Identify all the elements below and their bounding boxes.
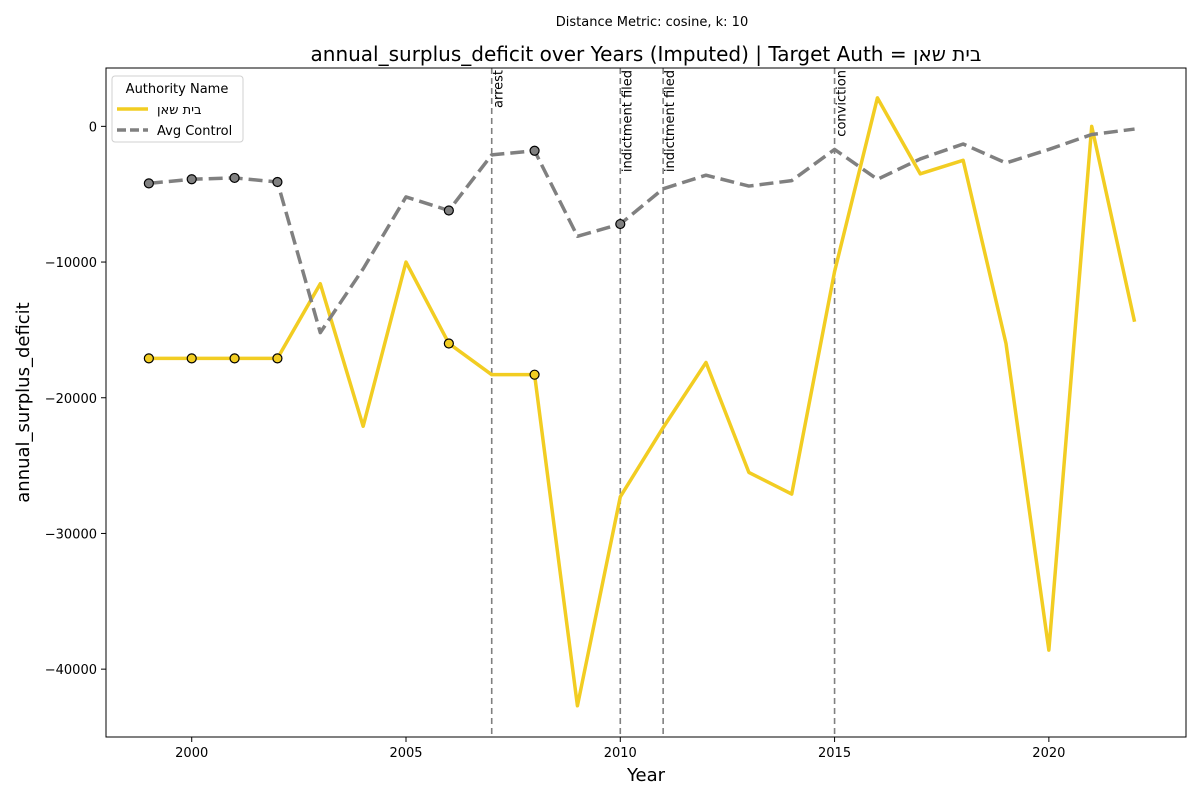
chart-title: annual_surplus_deficit over Years (Imput… bbox=[311, 42, 982, 66]
imputed-point bbox=[186, 353, 197, 364]
legend-title: Authority Name bbox=[126, 82, 229, 97]
imputed-point bbox=[272, 176, 283, 188]
event-label: conviction bbox=[835, 70, 850, 137]
axes-frame bbox=[105, 67, 1187, 738]
legend: Authority Name בית שאן Avg Control bbox=[111, 75, 244, 143]
chart-suptitle: Distance Metric: cosine, k: 10 bbox=[556, 15, 748, 30]
event-label: indictment filed bbox=[663, 70, 678, 172]
imputed-point bbox=[229, 353, 240, 364]
x-tick-label: 2015 bbox=[818, 746, 851, 761]
x-tick-label: 2005 bbox=[389, 746, 422, 761]
legend-entry: Avg Control bbox=[157, 124, 232, 139]
imputed-point bbox=[229, 172, 240, 184]
imputed-point bbox=[443, 338, 454, 349]
imputed-point bbox=[186, 174, 197, 185]
x-axis-label: Year bbox=[626, 765, 666, 786]
series-line-control bbox=[148, 127, 1135, 335]
x-tick-label: 2010 bbox=[604, 746, 637, 761]
y-tick-label: −30000 bbox=[45, 527, 97, 542]
imputed-point bbox=[529, 145, 540, 156]
y-tick-label: 0 bbox=[89, 120, 97, 135]
imputed-point bbox=[272, 353, 283, 364]
x-tick-label: 2020 bbox=[1032, 746, 1065, 761]
imputed-point bbox=[143, 353, 154, 364]
y-tick-label: −40000 bbox=[45, 663, 97, 678]
event-label: indictment filed bbox=[620, 70, 635, 172]
y-tick-label: −10000 bbox=[45, 256, 97, 271]
imputed-point bbox=[529, 369, 540, 380]
event-label: arrest bbox=[492, 70, 507, 108]
legend-entry: בית שאן bbox=[157, 103, 202, 118]
x-tick-label: 2000 bbox=[175, 746, 208, 761]
legend-box bbox=[111, 75, 244, 143]
y-axis-label: annual_surplus_deficit bbox=[13, 302, 34, 502]
series-line-target bbox=[148, 96, 1137, 708]
imputed-point bbox=[143, 178, 154, 189]
imputed-point bbox=[443, 205, 454, 216]
imputed-point bbox=[615, 218, 626, 230]
y-tick-label: −20000 bbox=[45, 392, 97, 407]
